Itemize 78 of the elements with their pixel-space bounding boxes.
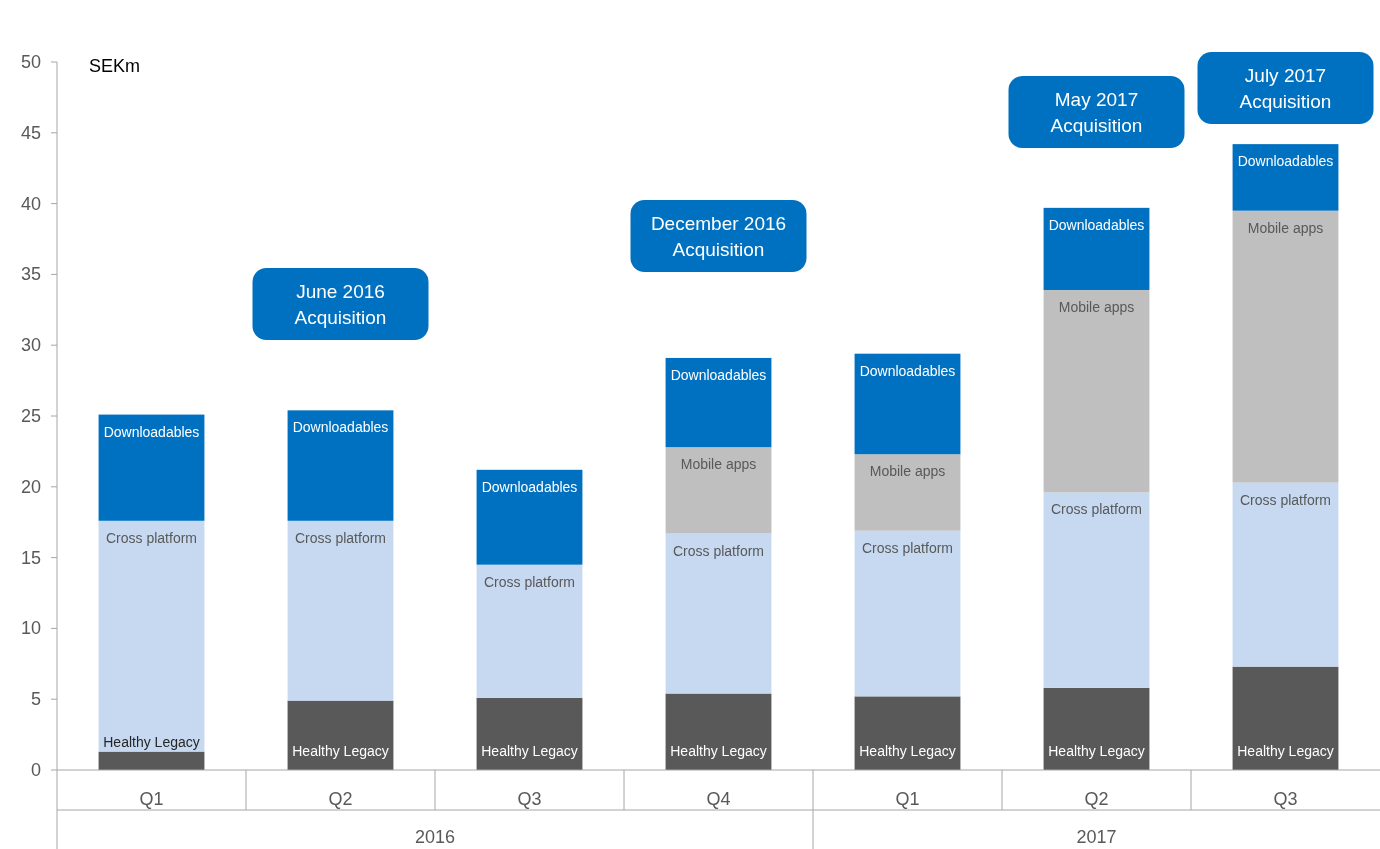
- text: Cross platform: [483, 573, 576, 590]
- bar: [854, 353, 961, 455]
- bar: [1043, 687, 1150, 770]
- annotation: June 2016 Acquisition: [294, 281, 387, 328]
- bar: [854, 696, 961, 770]
- callout-box: July 2017 Acquisition: [1197, 52, 1374, 124]
- bar: [476, 564, 583, 698]
- y-tick-label: 5: [30, 689, 41, 710]
- annotation: May 2017 Acquisition: [1050, 89, 1143, 136]
- series-label: Mobile apps: [680, 456, 757, 473]
- bar: [665, 447, 772, 534]
- text: Downloadables: [1048, 216, 1145, 233]
- bar: [98, 520, 205, 752]
- callout-box: December 2016 Acquisition: [630, 200, 807, 272]
- x-tick-label: Q4: [706, 789, 731, 809]
- x-tick-label: Q2: [328, 789, 353, 809]
- y-tick-label: 10: [20, 618, 41, 639]
- bar: [476, 697, 583, 770]
- text: 2017: [1076, 827, 1117, 847]
- bar: [98, 414, 205, 521]
- text: Cross platform: [294, 529, 387, 546]
- y-tick-label: 30: [20, 335, 41, 356]
- text: Healthy Legacy: [292, 743, 389, 759]
- text: Healthy Legacy: [1048, 743, 1145, 759]
- bar: [665, 693, 772, 770]
- x-tick-label: Q1: [139, 789, 164, 809]
- text: Mobile apps: [1247, 219, 1324, 236]
- bar: [476, 469, 583, 565]
- bar: [287, 520, 394, 701]
- bar: [1043, 492, 1150, 688]
- text: Cross platform: [672, 542, 765, 559]
- y-tick-label: 15: [20, 547, 41, 568]
- bar: [665, 357, 772, 448]
- text: Healthy Legacy: [859, 743, 956, 759]
- y-tick-label: 20: [20, 476, 41, 497]
- bar: [1232, 210, 1339, 483]
- callout-box: May 2017 Acquisition: [1008, 76, 1185, 148]
- y-axis-title: SEKm: [89, 56, 141, 76]
- callout-box: June 2016 Acquisition: [252, 268, 429, 340]
- bar: [665, 533, 772, 694]
- bar: [287, 410, 394, 521]
- text: Downloadables: [859, 362, 956, 379]
- y-tick-label: 40: [20, 193, 41, 214]
- y-tick-label: 50: [20, 52, 41, 72]
- x-tick-label: Q2: [1084, 789, 1109, 809]
- text: Downloadables: [292, 419, 389, 436]
- text: Downloadables: [1237, 153, 1334, 170]
- y-tick-label: 45: [20, 122, 41, 143]
- bar: [1232, 666, 1339, 770]
- bar: [1043, 289, 1150, 493]
- series-label: Downloadables: [481, 478, 578, 495]
- text: Cross platform: [1239, 491, 1332, 508]
- series-label: Cross platform: [105, 529, 198, 546]
- text: 2016: [414, 827, 456, 847]
- text: Cross platform: [1050, 501, 1143, 518]
- annotation: December 2016 Acquisition: [650, 213, 787, 260]
- text: Mobile apps: [1058, 298, 1135, 315]
- x-tick-label: Q1: [895, 789, 920, 809]
- text: Cross platform: [861, 539, 954, 556]
- y-tick-label: 25: [20, 406, 41, 426]
- bar: [98, 751, 205, 770]
- bar: [1232, 482, 1339, 667]
- series-label: Healthy Legacy: [103, 733, 200, 750]
- text: Healthy Legacy: [1237, 743, 1334, 759]
- bar: [1232, 144, 1339, 211]
- annotation: July 2017 Acquisition: [1239, 65, 1332, 112]
- y-tick-label: 0: [30, 760, 41, 780]
- text: Mobile apps: [869, 463, 946, 480]
- text: Downloadables: [670, 366, 767, 383]
- bar: [854, 454, 961, 531]
- bar: [1043, 207, 1150, 290]
- bar: [854, 530, 961, 697]
- x-tick-label: Q3: [1273, 789, 1298, 809]
- text: Downloadables: [103, 423, 200, 440]
- x-tick-label: Q3: [517, 789, 542, 809]
- y-tick-label: 35: [20, 264, 41, 285]
- text: Healthy Legacy: [670, 743, 767, 759]
- text: Healthy Legacy: [481, 743, 578, 759]
